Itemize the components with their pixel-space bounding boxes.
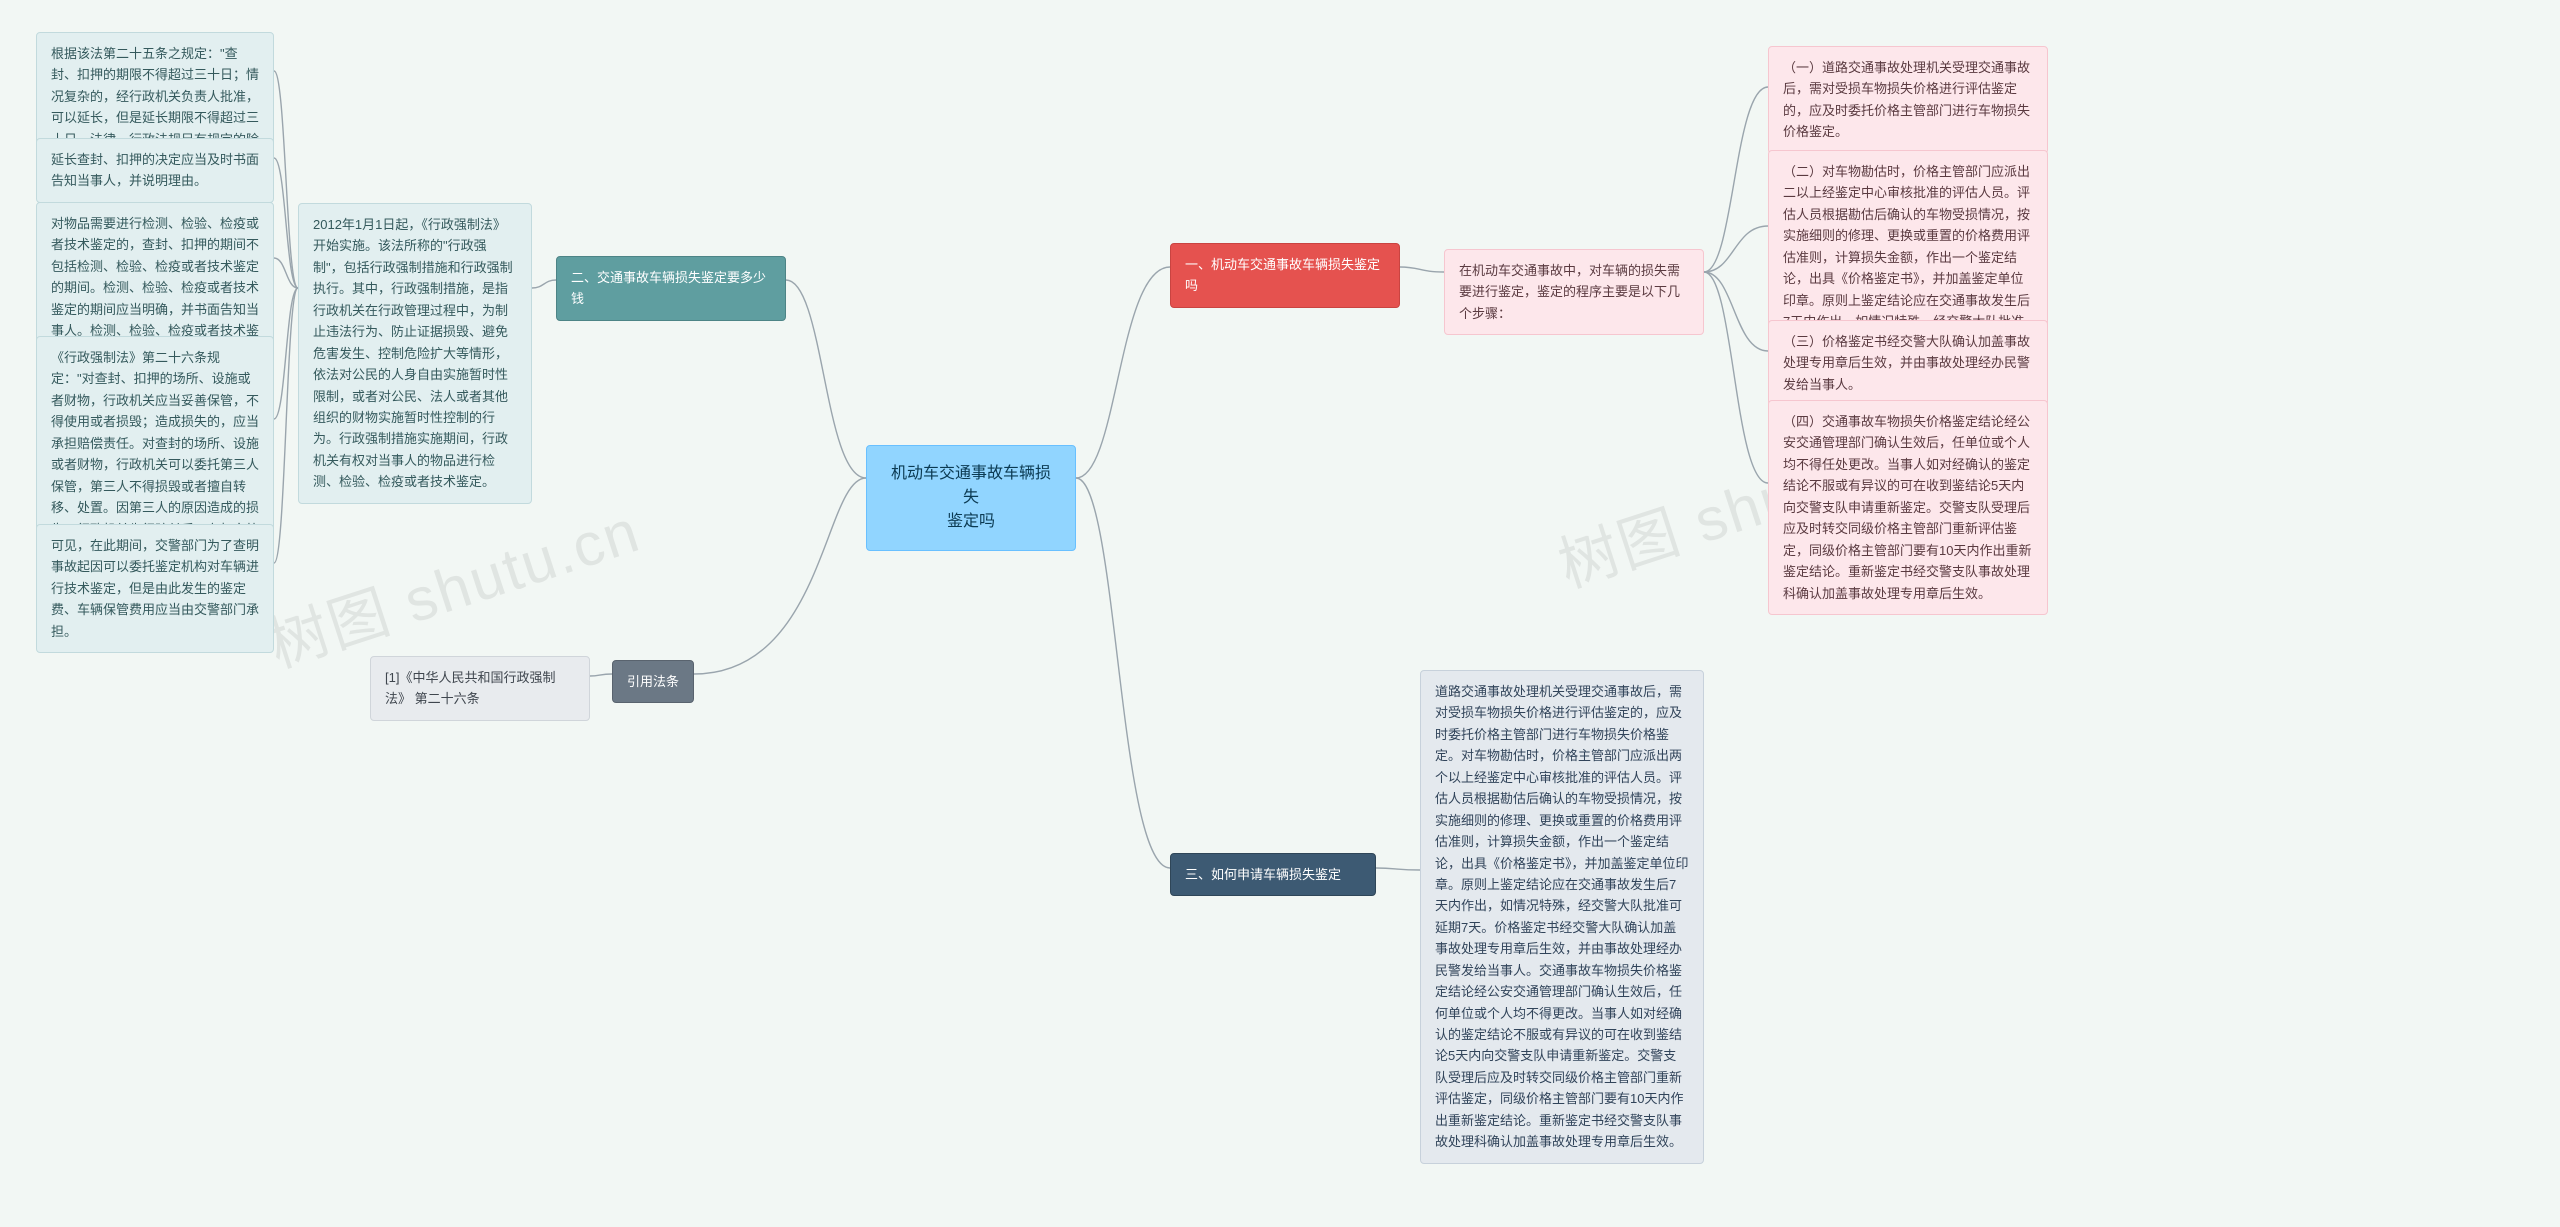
leaf-b1c3: （三）价格鉴定书经交警大队确认加盖事故处理专用章后生效，并由事故处理经办民警发给… bbox=[1768, 320, 2048, 406]
connector-layer bbox=[0, 0, 2560, 1227]
leaf-b2c2: 延长查封、扣押的决定应当及时书面告知当事人，并说明理由。 bbox=[36, 138, 274, 203]
leaf-b4c0: [1]《中华人民共和国行政强制法》 第二十六条 bbox=[370, 656, 590, 721]
leaf-b2c0: 2012年1月1日起，《行政强制法》开始实施。该法所称的"行政强制"，包括行政强… bbox=[298, 203, 532, 504]
root-label: 机动车交通事故车辆损失鉴定吗 bbox=[891, 465, 1051, 530]
leaf-b1c4: （四）交通事故车物损失价格鉴定结论经公安交通管理部门确认生效后，任单位或个人均不… bbox=[1768, 400, 2048, 615]
branch-b3: 三、如何申请车辆损失鉴定 bbox=[1170, 853, 1376, 896]
branch-b1: 一、机动车交通事故车辆损失鉴定吗 bbox=[1170, 243, 1400, 308]
leaf-b1c1: （一）道路交通事故处理机关受理交通事故后，需对受损车物损失价格进行评估鉴定的，应… bbox=[1768, 46, 2048, 154]
leaf-b1c0: 在机动车交通事故中，对车辆的损失需要进行鉴定，鉴定的程序主要是以下几个步骤： bbox=[1444, 249, 1704, 335]
root-node: 机动车交通事故车辆损失鉴定吗 bbox=[866, 445, 1076, 551]
branch-b2: 二、交通事故车辆损失鉴定要多少钱 bbox=[556, 256, 786, 321]
leaf-b2c5: 可见，在此期间，交警部门为了查明事故起因可以委托鉴定机构对车辆进行技术鉴定，但是… bbox=[36, 524, 274, 653]
branch-b4: 引用法条 bbox=[612, 660, 694, 703]
watermark-1: 树图 shutu.cn bbox=[256, 483, 650, 685]
leaf-b3c0: 道路交通事故处理机关受理交通事故后，需对受损车物损失价格进行评估鉴定的，应及时委… bbox=[1420, 670, 1704, 1164]
